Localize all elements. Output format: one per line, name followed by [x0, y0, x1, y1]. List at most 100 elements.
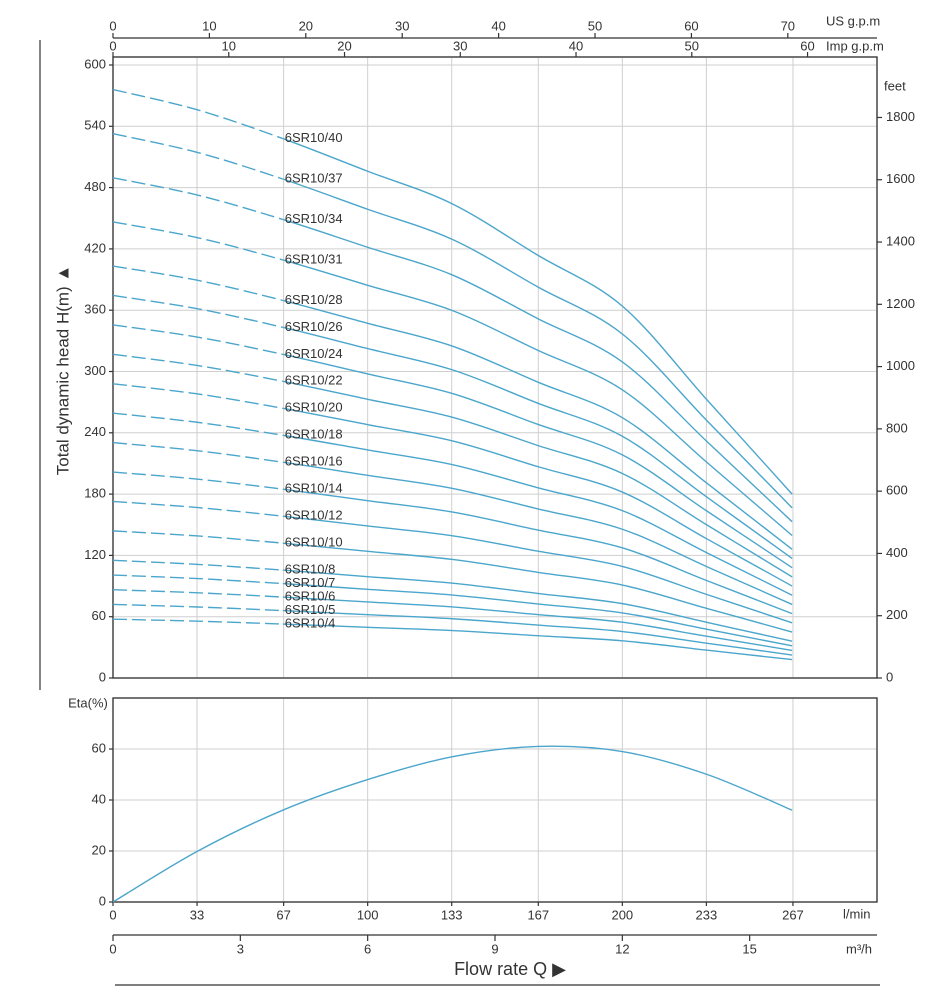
- curve: [282, 434, 793, 596]
- y-tick-label: 0: [99, 893, 106, 908]
- curve-label: 6SR10/34: [285, 211, 343, 226]
- y-tick-label: 300: [84, 363, 106, 378]
- curve-label: 6SR10/5: [285, 602, 336, 617]
- curve-label: 6SR10/20: [285, 400, 343, 415]
- curve-label: 6SR10/28: [285, 292, 343, 307]
- y-tick-label: 240: [84, 424, 106, 439]
- y-tick-label: 60: [92, 740, 106, 755]
- x-tick-label: 167: [527, 907, 549, 922]
- x-tick-label: 12: [615, 941, 629, 956]
- x-tick-label: 0: [109, 907, 116, 922]
- y-tick-label: 600: [84, 56, 106, 71]
- x-tick-label: 15: [742, 941, 756, 956]
- y-tick-label: 0: [99, 669, 106, 684]
- y-tick-label: 540: [84, 118, 106, 133]
- curve-dashed: [112, 265, 283, 302]
- curve-dashed: [112, 383, 283, 409]
- y2-tick-label: 1600: [886, 171, 915, 186]
- curve-label: 6SR10/16: [285, 454, 343, 469]
- curve-dashed: [112, 530, 283, 544]
- curve-label: 6SR10/10: [285, 535, 343, 550]
- curve: [282, 137, 793, 495]
- curve-dashed: [112, 353, 283, 382]
- y-tick-label: 20: [92, 842, 106, 857]
- curve-label: 6SR10/26: [285, 319, 343, 334]
- curve-dashed: [112, 471, 283, 490]
- x-tick-label: 133: [441, 907, 463, 922]
- top-tick-label: 10: [222, 38, 236, 53]
- top-axis-unit: Imp g.p.m: [826, 38, 884, 53]
- x-tick-label: 267: [782, 907, 804, 922]
- top-tick-label: 40: [491, 18, 505, 33]
- curve-dashed: [112, 412, 283, 436]
- curve-label: 6SR10/18: [285, 427, 343, 442]
- y2-tick-label: 400: [886, 545, 908, 560]
- curve-dashed: [112, 618, 283, 625]
- curve: [282, 569, 793, 642]
- curve: [282, 609, 793, 656]
- y-tick-label: 360: [84, 302, 106, 317]
- curve-label: 6SR10/31: [285, 251, 343, 266]
- top-tick-label: 50: [588, 18, 602, 33]
- y2-tick-label: 1000: [886, 358, 915, 373]
- y-axis-title: Total dynamic head H(m) ▲: [53, 265, 72, 476]
- curve: [112, 745, 793, 903]
- curve-dashed: [112, 88, 284, 140]
- curve-dashed: [112, 132, 283, 180]
- x-tick-label: 100: [357, 907, 379, 922]
- curve-label: 6SR10/40: [285, 130, 343, 145]
- x-axis-unit: m³/h: [846, 941, 872, 956]
- curve: [282, 461, 793, 606]
- curve-label: 6SR10/12: [285, 508, 343, 523]
- x-tick-label: 200: [611, 907, 633, 922]
- plot-frame: [112, 56, 878, 679]
- curve: [282, 353, 793, 569]
- y-tick-label: 480: [84, 179, 106, 194]
- x-tick-label: 67: [276, 907, 290, 922]
- y2-tick-label: 1800: [886, 109, 915, 124]
- x-tick-label: 33: [190, 907, 204, 922]
- curve-dashed: [112, 603, 283, 612]
- curve-label: 6SR10/4: [285, 615, 336, 630]
- curve-dashed: [112, 294, 283, 329]
- x-axis-unit: l/min: [843, 906, 870, 921]
- y2-axis-title: feet: [884, 78, 906, 93]
- y2-tick-label: 800: [886, 420, 908, 435]
- y2-tick-label: 200: [886, 607, 908, 622]
- curve-dashed: [112, 177, 283, 221]
- curve: [282, 582, 793, 647]
- x-tick-label: 0: [109, 941, 116, 956]
- curve-dashed: [112, 574, 283, 585]
- curve-dashed: [112, 500, 283, 517]
- y-axis-title: Eta(%): [68, 695, 108, 710]
- top-tick-label: 50: [685, 38, 699, 53]
- curve: [282, 326, 793, 560]
- plot-frame: [112, 697, 878, 903]
- x-tick-label: 3: [237, 941, 244, 956]
- top-tick-label: 70: [781, 18, 795, 33]
- curve-label: 6SR10/8: [285, 562, 336, 577]
- x-tick-label: 6: [364, 941, 371, 956]
- curve-label: 6SR10/24: [285, 346, 343, 361]
- top-tick-label: 30: [395, 18, 409, 33]
- y-tick-label: 180: [84, 486, 106, 501]
- y-tick-label: 420: [84, 240, 106, 255]
- curve: [282, 488, 793, 615]
- y2-tick-label: 1200: [886, 296, 915, 311]
- curve-label: 6SR10/14: [285, 481, 343, 496]
- top-tick-label: 60: [684, 18, 698, 33]
- y2-tick-label: 0: [886, 669, 893, 684]
- curve: [282, 259, 793, 537]
- top-tick-label: 10: [202, 18, 216, 33]
- y2-tick-label: 600: [886, 483, 908, 498]
- top-tick-label: 40: [569, 38, 583, 53]
- curve: [282, 380, 793, 578]
- curve: [282, 623, 793, 661]
- y-tick-label: 60: [92, 608, 106, 623]
- x-tick-label: 233: [696, 907, 718, 922]
- curve: [282, 218, 793, 523]
- top-tick-label: 0: [109, 18, 116, 33]
- curve-label: 6SR10/7: [285, 575, 336, 590]
- top-axis-unit: US g.p.m: [826, 13, 880, 28]
- curve: [282, 178, 793, 509]
